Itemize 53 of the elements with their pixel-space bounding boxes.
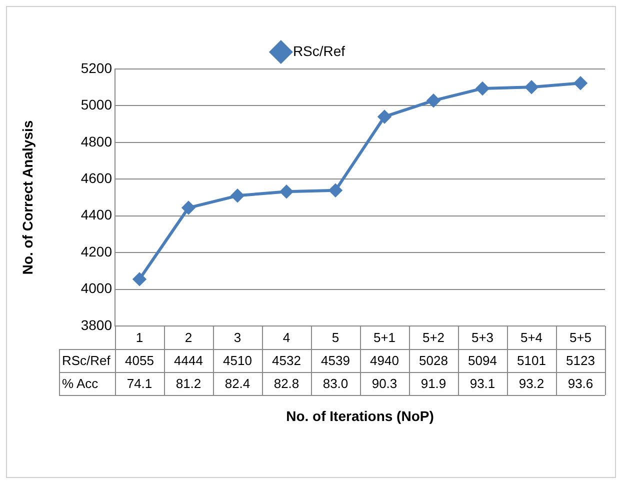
- x-tick-label: 3: [234, 330, 242, 346]
- x-tick-label: 5+4: [520, 330, 543, 346]
- x-tick-label: 1: [136, 330, 144, 346]
- y-tick-label: 4800: [80, 133, 112, 150]
- text: 90.3: [372, 376, 398, 392]
- point: [574, 76, 587, 90]
- x-tick-label: 5+1: [373, 330, 396, 346]
- data-label: 5101: [517, 353, 546, 368]
- x-tick-label: 5: [332, 330, 340, 346]
- point: [280, 185, 293, 198]
- x-tick-label: 2: [184, 330, 192, 346]
- text: 81.2: [176, 376, 202, 392]
- point: [329, 184, 342, 197]
- y-tick-label: 4400: [80, 206, 112, 223]
- legend-label: RSc/Ref: [292, 42, 346, 59]
- x-tick-label: 5+5: [569, 330, 592, 346]
- text: 82.4: [224, 376, 250, 392]
- y-tick-label: 5000: [80, 96, 112, 113]
- x-tick-label: 5+3: [471, 330, 494, 346]
- y-tick-label: 5200: [80, 60, 112, 76]
- data-label: 4055: [125, 353, 154, 368]
- point: [476, 82, 489, 95]
- data-label: 4539: [321, 353, 350, 368]
- point: [182, 201, 195, 214]
- y-axis-title: No. of Correct Analysis: [19, 120, 36, 275]
- point: [231, 189, 244, 202]
- x-axis-title: No. of Iterations (NoP): [286, 408, 434, 424]
- data-label: 4532: [272, 353, 301, 368]
- text: % Acc: [62, 376, 99, 392]
- y-tick-label: 4000: [80, 280, 112, 296]
- y-tick-label: 4200: [80, 243, 112, 260]
- data-label: 4444: [174, 353, 203, 368]
- point: [525, 80, 538, 94]
- text: 93.6: [568, 376, 594, 392]
- x-tick-label: 5+2: [422, 330, 445, 346]
- data-label: 4940: [370, 353, 399, 368]
- text: 74.1: [126, 376, 152, 392]
- point: [378, 110, 391, 124]
- text: 93.1: [470, 376, 496, 392]
- point: [133, 272, 146, 286]
- data-label: 5028: [419, 353, 448, 368]
- y-tick-label: 4600: [80, 170, 112, 186]
- data-label: 5123: [566, 353, 595, 368]
- data-label: 4510: [223, 353, 252, 368]
- text: 82.8: [274, 376, 300, 392]
- y-tick-label: 3800: [80, 316, 112, 333]
- x-tick-label: 4: [282, 330, 290, 346]
- text: 83.0: [322, 376, 348, 392]
- data-label: 5094: [468, 353, 497, 368]
- text: RSc/Ref: [62, 353, 110, 368]
- text: 93.2: [518, 376, 544, 392]
- point: [427, 94, 440, 108]
- text: 91.9: [420, 376, 446, 392]
